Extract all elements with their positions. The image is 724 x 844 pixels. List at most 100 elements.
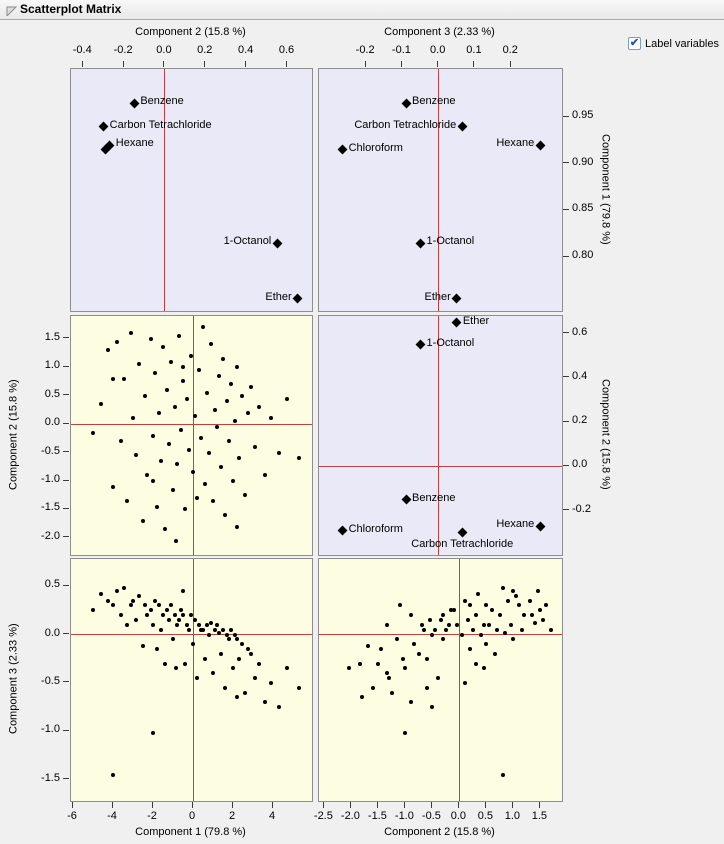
scatter-point[interactable]	[111, 603, 115, 608]
scatter-point[interactable]	[165, 608, 169, 613]
scatter-point[interactable]	[174, 538, 178, 543]
scatter-point[interactable]	[141, 518, 145, 523]
scatter-point[interactable]	[441, 637, 446, 642]
scatter-point[interactable]	[91, 608, 95, 613]
scatter-point[interactable]	[527, 598, 532, 603]
scatter-point[interactable]	[511, 588, 516, 593]
scatter-point[interactable]	[357, 661, 362, 666]
scatter-point[interactable]	[229, 627, 233, 632]
scatter-point[interactable]	[171, 637, 175, 642]
scatter-point[interactable]	[205, 622, 209, 627]
scatter-point[interactable]	[257, 661, 261, 666]
scatter-point[interactable]	[243, 493, 247, 498]
scatter-point[interactable]	[106, 598, 110, 603]
scatter-point[interactable]	[129, 603, 133, 608]
scatter-point[interactable]	[530, 613, 535, 618]
scatter-point[interactable]	[484, 642, 489, 647]
scatter-point[interactable]	[137, 593, 141, 598]
scatter-point[interactable]	[151, 731, 155, 736]
scatter-point[interactable]	[119, 439, 123, 444]
loading-point[interactable]	[415, 339, 426, 350]
scatter-point[interactable]	[243, 690, 247, 695]
label-variables-control[interactable]: ✔ Label variables	[628, 36, 719, 51]
scatter-point[interactable]	[143, 603, 147, 608]
scatter-point[interactable]	[492, 651, 497, 656]
scatter-point[interactable]	[217, 630, 221, 635]
scatter-point[interactable]	[441, 613, 446, 618]
scatter-point[interactable]	[225, 399, 229, 404]
scatter-point[interactable]	[183, 507, 187, 512]
scatter-point[interactable]	[163, 527, 167, 532]
scatter-point[interactable]	[221, 627, 225, 632]
scatter-point[interactable]	[419, 622, 424, 627]
scatter-point[interactable]	[169, 603, 173, 608]
scatter-point[interactable]	[508, 622, 513, 627]
scatter-point[interactable]	[435, 676, 440, 681]
scatter-point[interactable]	[538, 608, 543, 613]
scatter-point[interactable]	[213, 407, 217, 412]
scatter-point[interactable]	[111, 484, 115, 489]
scatter-point[interactable]	[257, 405, 261, 410]
disclosure-triangle-icon[interactable]	[5, 3, 18, 18]
scatter-point[interactable]	[427, 617, 432, 622]
scatter-point[interactable]	[207, 450, 211, 455]
scatter-point[interactable]	[134, 453, 138, 458]
loading-point[interactable]	[457, 527, 468, 538]
scatter-point[interactable]	[231, 666, 235, 671]
loading-point[interactable]	[337, 525, 348, 536]
scatter-point[interactable]	[157, 603, 161, 608]
scatter-point[interactable]	[153, 598, 157, 603]
scatter-point[interactable]	[516, 603, 521, 608]
scatter-point[interactable]	[277, 450, 281, 455]
scatter-point[interactable]	[191, 642, 195, 647]
scatter-point[interactable]	[425, 656, 429, 661]
scatter-point[interactable]	[237, 656, 241, 661]
scatter-point[interactable]	[277, 705, 281, 710]
scatter-point[interactable]	[249, 385, 253, 390]
scatter-point[interactable]	[219, 651, 223, 656]
scatter-point[interactable]	[181, 613, 185, 618]
scatter-point[interactable]	[106, 348, 110, 353]
scatter-point[interactable]	[246, 647, 250, 652]
scatter-point[interactable]	[119, 613, 123, 618]
scatter-point[interactable]	[297, 456, 301, 461]
scatter-point[interactable]	[263, 473, 267, 478]
scatter-point[interactable]	[179, 427, 183, 432]
scatter-point[interactable]	[489, 608, 494, 613]
scatter-point[interactable]	[185, 622, 189, 627]
scatter-point[interactable]	[195, 676, 199, 681]
scatter-point[interactable]	[207, 632, 211, 637]
scatter-point[interactable]	[187, 627, 191, 632]
scatter-point[interactable]	[211, 498, 215, 503]
scatter-point[interactable]	[175, 461, 179, 466]
scatter-point[interactable]	[452, 608, 456, 613]
scatter-point[interactable]	[174, 666, 178, 671]
scatter-point[interactable]	[165, 387, 169, 392]
scatter-point[interactable]	[233, 632, 237, 637]
scatter-point[interactable]	[155, 647, 159, 652]
scatter-point[interactable]	[462, 680, 467, 685]
scatter-point[interactable]	[454, 622, 459, 627]
scatter-point[interactable]	[191, 470, 195, 475]
loading-point[interactable]	[535, 140, 546, 151]
scatter-point[interactable]	[533, 620, 537, 625]
scatter-point[interactable]	[519, 627, 524, 632]
plot-p31[interactable]	[70, 558, 313, 802]
scatter-point[interactable]	[511, 637, 516, 642]
scatter-point[interactable]	[365, 644, 370, 649]
plot-p21[interactable]	[70, 315, 313, 556]
scatter-point[interactable]	[389, 690, 394, 695]
scatter-point[interactable]	[151, 433, 155, 438]
scatter-point[interactable]	[269, 680, 273, 685]
scatter-point[interactable]	[535, 588, 540, 593]
scatter-point[interactable]	[129, 331, 133, 336]
scatter-point[interactable]	[115, 588, 119, 593]
scatter-point[interactable]	[481, 622, 486, 627]
scatter-point[interactable]	[145, 613, 149, 618]
scatter-point[interactable]	[484, 603, 489, 608]
scatter-point[interactable]	[99, 402, 103, 407]
scatter-point[interactable]	[497, 613, 502, 618]
loading-point[interactable]	[401, 98, 411, 109]
scatter-point[interactable]	[465, 617, 470, 622]
scatter-point[interactable]	[227, 637, 231, 642]
